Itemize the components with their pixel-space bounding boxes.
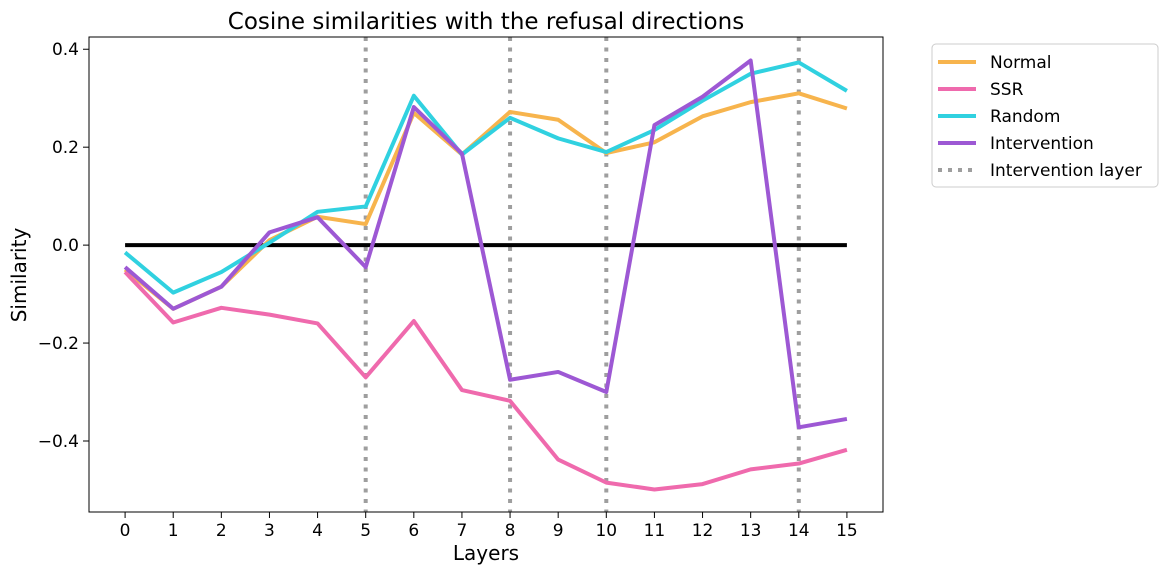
y-tick-label: 0.0 [52, 236, 79, 256]
plot-frame [88, 36, 884, 513]
x-tick-label: 15 [836, 521, 858, 541]
x-tick-label: 14 [788, 521, 810, 541]
x-tick-label: 4 [312, 521, 323, 541]
y-tick-label: 0.2 [52, 138, 79, 158]
series-line-ssr [123, 270, 848, 492]
x-tick-label: 1 [168, 521, 179, 541]
y-axis-label: Similarity [7, 228, 31, 323]
x-tick-label: 8 [505, 521, 516, 541]
x-tick-label: 11 [644, 521, 666, 541]
legend: Normal SSR Random Intervention Intervention … [931, 43, 1159, 188]
y-axis: −0.4 −0.2 0.0 0.2 0.4 [38, 40, 89, 452]
x-tick-label: 12 [692, 521, 714, 541]
legend-label: Random [990, 107, 1060, 127]
x-tick-label: 0 [120, 521, 131, 541]
plot-area [88, 36, 884, 513]
x-axis: 0 1 2 3 4 5 6 7 8 9 10 11 12 13 14 15 [120, 512, 858, 541]
y-tick-label: −0.2 [38, 334, 79, 354]
x-tick-label: 9 [553, 521, 564, 541]
legend-label: Intervention layer [990, 161, 1142, 181]
x-axis-label: Layers [453, 541, 519, 565]
legend-label: Normal [990, 53, 1052, 73]
chart-title: Cosine similarities with the refusal dir… [228, 9, 744, 35]
series-line-intervention [123, 58, 848, 430]
x-tick-label: 2 [216, 521, 227, 541]
y-tick-label: 0.4 [52, 40, 79, 60]
legend-label: Intervention [990, 134, 1094, 154]
legend-box [931, 43, 1159, 188]
x-tick-label: 13 [740, 521, 762, 541]
series-line-normal [123, 91, 848, 311]
x-tick-label: 7 [457, 521, 468, 541]
legend-label: SSR [990, 80, 1024, 100]
x-tick-label: 5 [360, 521, 371, 541]
series-lines [123, 58, 848, 492]
y-tick-label: −0.4 [38, 432, 79, 452]
x-tick-label: 3 [264, 521, 275, 541]
x-tick-label: 6 [408, 521, 419, 541]
x-tick-label: 10 [595, 521, 617, 541]
